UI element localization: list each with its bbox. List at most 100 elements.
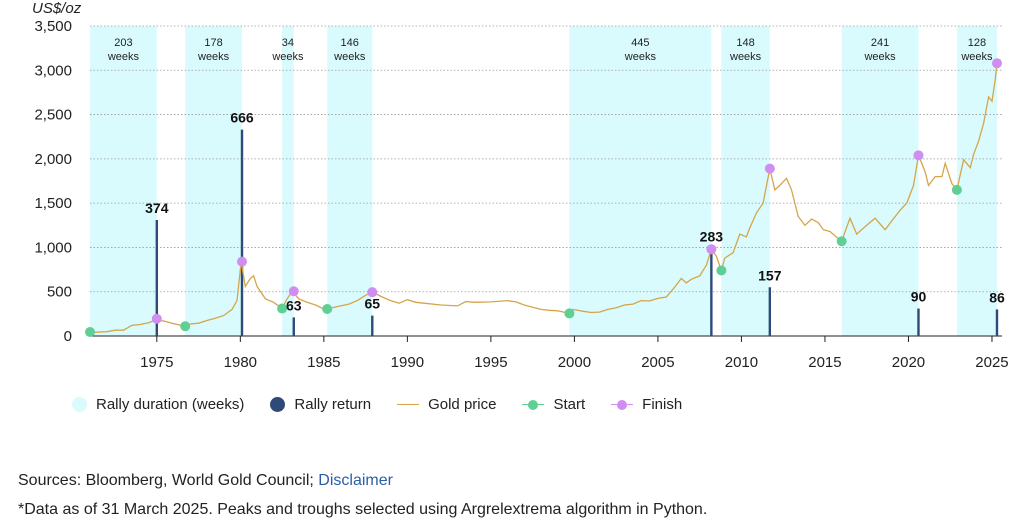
rally-band-6: [841, 26, 919, 336]
legend-label: Rally return: [294, 396, 372, 413]
footnote: *Data as of 31 March 2025. Peaks and tro…: [18, 501, 708, 518]
start-marker: [951, 184, 962, 195]
rally-band-0: [90, 26, 157, 336]
disclaimer-link[interactable]: Disclaimer: [318, 472, 393, 489]
start-marker: [322, 303, 333, 314]
rally-return-label: 63: [286, 297, 302, 313]
start-marker: [277, 303, 288, 314]
y-tick-label: 3,000: [34, 62, 72, 79]
start-marker: [564, 308, 575, 319]
y-axis-ticks: 0 500 1,000 1,500 2,000 2,500 3,000 3,500: [34, 18, 72, 345]
rally-return-label: 666: [230, 110, 254, 126]
start-finish-markers: [85, 58, 1002, 338]
rally-band-4: [569, 26, 712, 336]
start-marker: [85, 327, 95, 338]
legend-label: Gold price: [428, 396, 497, 413]
y-tick-label: 0: [64, 328, 72, 345]
rally-band-3: [327, 26, 373, 336]
finish-marker: [367, 287, 378, 298]
sources-text: Sources: Bloomberg, World Gold Council;: [18, 472, 319, 489]
rally-band-2: [282, 26, 294, 336]
legend-item-finish[interactable]: Finish: [611, 396, 682, 413]
rally-return-swatch: [270, 397, 286, 412]
x-axis-ticks: 1975 1980 1985 1990 1995 2000 2005 2010 2015 2020…: [140, 336, 1009, 371]
start-swatch: [522, 399, 545, 411]
rally-return-bar: [995, 309, 999, 336]
start-marker: [836, 236, 847, 247]
rally-return-label: 283: [700, 228, 724, 244]
x-tick-label: 2025: [975, 354, 1008, 371]
rally-return-bars: [155, 129, 999, 336]
legend-label: Rally duration (weeks): [96, 396, 245, 413]
rally-duration-labels: 203 weeks 178 weeks 34 weeks 146 weeks 445 weeks 1…: [107, 37, 993, 63]
rally-duration-value: 445: [631, 37, 649, 49]
rally-duration-unit: weeks: [863, 51, 896, 63]
rally-return-bar: [371, 315, 374, 336]
finish-marker: [913, 150, 924, 161]
x-tick-label: 1995: [474, 354, 507, 371]
y-tick-label: 1,500: [34, 195, 72, 212]
rally-duration-unit: weeks: [333, 51, 366, 63]
start-marker: [716, 265, 727, 276]
y-tick-label: 2,500: [34, 107, 72, 124]
rally-band-1: [185, 26, 242, 336]
finish-marker: [237, 256, 247, 267]
rally-duration-value: 203: [114, 37, 132, 49]
finish-marker: [288, 286, 299, 297]
x-tick-label: 2000: [558, 354, 591, 371]
rally-return-bar: [917, 308, 920, 336]
rally-return-label: 374: [145, 200, 169, 216]
finish-marker: [764, 163, 775, 174]
rally-return-label: 157: [758, 267, 782, 283]
rally-duration-unit: weeks: [197, 51, 230, 63]
start-marker: [180, 321, 191, 332]
rally-return-label: 86: [989, 289, 1005, 305]
rally-duration-unit: weeks: [271, 51, 304, 63]
rally-return-bar: [292, 317, 295, 336]
x-tick-label: 2005: [641, 354, 674, 371]
legend-label: Finish: [642, 396, 683, 413]
y-tick-label: 1,000: [34, 239, 72, 256]
gold-price-swatch: [397, 404, 420, 405]
x-tick-label: 2020: [892, 354, 925, 371]
legend-item-rally-return[interactable]: Rally return: [270, 396, 371, 413]
x-tick-label: 2015: [808, 354, 841, 371]
rally-duration-swatch: [72, 397, 87, 412]
legend-item-start[interactable]: Start: [522, 396, 585, 413]
finish-marker: [991, 58, 1002, 69]
gold-price-line: [89, 63, 998, 334]
rally-duration-unit: weeks: [729, 51, 762, 63]
rally-duration-value: 178: [204, 37, 222, 49]
y-tick-label: 3,500: [34, 18, 72, 35]
rally-band-7: [956, 26, 997, 336]
rally-duration-value: 241: [871, 37, 889, 49]
rally-duration-value: 34: [282, 37, 294, 49]
y-tick-label: 500: [47, 284, 72, 301]
rally-return-bar: [155, 219, 159, 336]
rally-duration-unit: weeks: [107, 51, 140, 63]
rally-return-label: 65: [364, 296, 380, 312]
rally-duration-unit: weeks: [624, 51, 657, 63]
legend-item-gold-price[interactable]: Gold price: [397, 396, 496, 413]
legend-label: Start: [553, 396, 586, 413]
x-tick-label: 1990: [391, 354, 424, 371]
y-axis-unit-label: US$/oz: [32, 0, 82, 17]
rally-return-bar: [240, 129, 244, 336]
rally-return-labels: 374 666 63 65 283 157 90 86: [145, 110, 1005, 314]
x-tick-label: 1975: [140, 354, 173, 371]
rally-duration-value: 128: [968, 37, 986, 49]
legend-item-rally-duration[interactable]: Rally duration (weeks): [72, 396, 244, 413]
rally-return-bar: [768, 287, 772, 336]
x-tick-label: 2010: [725, 354, 758, 371]
finish-swatch: [611, 399, 634, 411]
finish-marker: [706, 244, 717, 255]
rally-duration-value: 148: [736, 37, 754, 49]
x-tick-label: 1980: [224, 354, 257, 371]
rally-bands: [90, 26, 997, 336]
rally-duration-unit: weeks: [960, 51, 993, 63]
finish-marker: [151, 313, 162, 324]
rally-return-label: 90: [911, 289, 927, 305]
sources-note: Sources: Bloomberg, World Gold Council; …: [18, 472, 393, 490]
rally-band-5: [721, 26, 770, 336]
